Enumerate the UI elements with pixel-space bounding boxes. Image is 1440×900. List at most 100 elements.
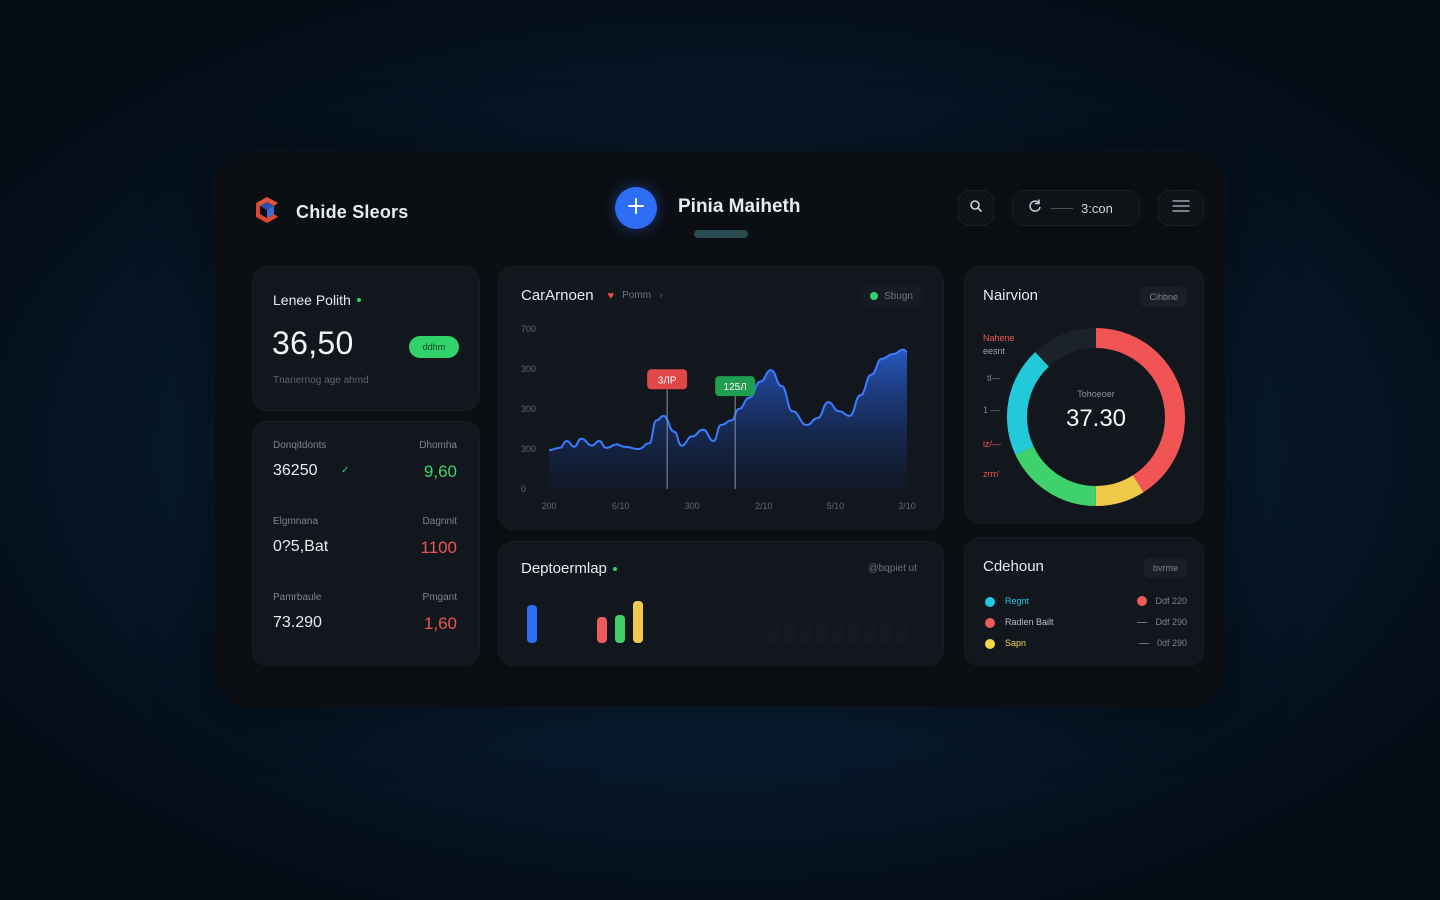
donut-side-label: iz/—	[983, 439, 1001, 449]
donut-slice	[1007, 328, 1185, 506]
x-tick-label: 200	[541, 501, 556, 511]
plus-icon	[627, 197, 645, 220]
department-title: Deptoermlap	[521, 560, 607, 577]
legend-card-title: Cdehoun	[983, 558, 1044, 575]
dashboard-window: Chide Sleors Pinia Maiheth 3:con Lenee P…	[214, 151, 1226, 707]
stat-right-label: Dagnnit	[422, 516, 457, 527]
logo-icon	[252, 195, 282, 230]
y-tick-label: 300	[521, 364, 536, 374]
hamburger-icon	[1172, 199, 1190, 218]
department-bar	[597, 617, 607, 643]
stat-right-value: 1100	[420, 538, 457, 557]
series-line	[548, 348, 908, 452]
legend-value: Ddf 220	[1155, 596, 1187, 606]
legend-value-group: Ddf 220	[1137, 596, 1187, 606]
menu-button[interactable]	[1158, 190, 1204, 226]
leads-card-header: Lenee Polith	[273, 292, 361, 308]
time-range-button[interactable]: 3:con	[1012, 190, 1140, 226]
donut-side-label: tl—	[987, 373, 1001, 383]
donut-slice	[1007, 328, 1185, 506]
brand[interactable]: Chide Sleors	[252, 195, 408, 230]
department-link[interactable]: @bqpiet ut	[868, 563, 917, 574]
separator	[1051, 207, 1073, 209]
department-bar-chart[interactable]	[499, 542, 945, 667]
legend-name: Sapn	[1005, 638, 1027, 648]
live-dot-icon	[356, 298, 361, 302]
leads-value: 36,50	[272, 325, 354, 361]
marker-badge	[647, 369, 688, 390]
search-button[interactable]	[958, 190, 994, 226]
x-tick-label: 2/10	[755, 501, 773, 511]
chart-title: CarArnoen	[521, 287, 594, 304]
legend-card: Cdehoun bvrme Regnt Ddf 220 Radien Bailt…	[964, 537, 1204, 666]
check-icon: ✓	[341, 465, 350, 476]
marker-badge	[715, 376, 756, 397]
y-tick-label: 700	[521, 324, 536, 334]
y-tick-label: 0	[521, 484, 526, 494]
department-header: Deptoermlap	[521, 560, 617, 577]
search-icon	[969, 199, 983, 218]
department-bar-ghost	[833, 625, 843, 643]
legend-row[interactable]: Regnt Ddf 220	[985, 595, 1187, 609]
donut-side-label: Nahene	[983, 333, 1015, 343]
department-bar	[527, 605, 537, 643]
line-chart[interactable]: 700 300 300 300 0 200 6/10 300 2/10 5/10 3/10 3ЛР 12…	[499, 267, 945, 531]
donut-side-label: eesnt	[983, 346, 1006, 356]
chart-legend[interactable]: ♥ Pomm ›	[608, 290, 663, 302]
stat-right-value: 9,60	[423, 462, 457, 481]
department-bar-ghost	[801, 625, 811, 643]
legend-card-chip[interactable]: bvrme	[1143, 558, 1187, 578]
legend-dot	[985, 639, 995, 649]
donut-title: Nairvion	[983, 287, 1039, 304]
department-bar-ghost	[849, 618, 859, 643]
department-bar-ghost	[817, 618, 827, 643]
legend-value-group: Ddf 290	[1137, 617, 1187, 627]
chevron-right-icon: ›	[658, 289, 663, 302]
legend-dot	[985, 618, 995, 628]
live-dot-icon	[612, 566, 617, 571]
stat-row[interactable]: Donqitdonts Dhomha 36250 ✓ 9,60	[273, 440, 457, 490]
stat-row[interactable]: Pamrbaule Pmgant 73.290 1,60	[273, 592, 457, 642]
legend-row[interactable]: Radien Bailt Ddf 290	[985, 616, 1187, 630]
legend-right-dot	[1137, 596, 1148, 606]
x-tick-label: 3/10	[898, 501, 916, 511]
y-tick-label: 300	[521, 404, 536, 414]
department-bar-ghost	[785, 618, 795, 643]
y-tick-label: 300	[521, 444, 536, 454]
legend-row[interactable]: Sapn 0df 290	[985, 637, 1187, 651]
stat-value: 0?5,Bat	[273, 538, 329, 555]
stat-label: Pamrbaule	[273, 592, 322, 603]
time-display: 3:con	[1081, 200, 1113, 216]
donut-card: Nairvion Cihbne Nahene eesnt tl— 1 — iz/…	[964, 266, 1204, 524]
marker-label: 125Л	[724, 382, 747, 393]
legend-text: Pomm	[622, 290, 651, 301]
legend-right-dash	[1137, 621, 1148, 623]
stat-value: 73.290	[273, 614, 322, 631]
status-dot-icon	[870, 292, 879, 300]
stat-row[interactable]: Elgmnana Dagnnit 0?5,Bat 1100	[273, 516, 457, 566]
leads-title: Lenee Polith	[273, 292, 351, 308]
legend-value: Ddf 290	[1155, 617, 1187, 627]
stat-label: Elgmnana	[273, 516, 319, 527]
stats-card: Donqitdonts Dhomha 36250 ✓ 9,60 Elgmnana…	[252, 421, 480, 666]
add-button[interactable]	[615, 187, 657, 229]
heart-icon: ♥	[607, 289, 615, 302]
leads-badge: ddhm	[409, 336, 459, 358]
legend-right-dash	[1138, 642, 1149, 644]
stat-label: Donqitdonts	[273, 440, 327, 451]
donut-side-label: 1 —	[983, 405, 1000, 415]
status-chip[interactable]: Sbugn	[860, 285, 923, 307]
leads-card[interactable]: Lenee Polith 36,50 ddhm Tnanernog age ah…	[252, 266, 480, 411]
refresh-icon	[1027, 198, 1043, 219]
marker-label: 3ЛР	[658, 375, 677, 386]
title-underline	[694, 230, 748, 238]
stat-right-value: 1,60	[423, 614, 457, 633]
department-bar	[615, 615, 625, 643]
donut-chip[interactable]: Cihbne	[1140, 287, 1187, 307]
stat-value: 36250	[273, 462, 318, 479]
stat-right-label: Pmgant	[422, 592, 457, 603]
department-bar-ghost	[769, 625, 779, 643]
area-fill	[549, 349, 907, 489]
donut-chart[interactable]	[965, 267, 1205, 525]
donut-center-label: Tohoeoer	[1077, 389, 1115, 399]
